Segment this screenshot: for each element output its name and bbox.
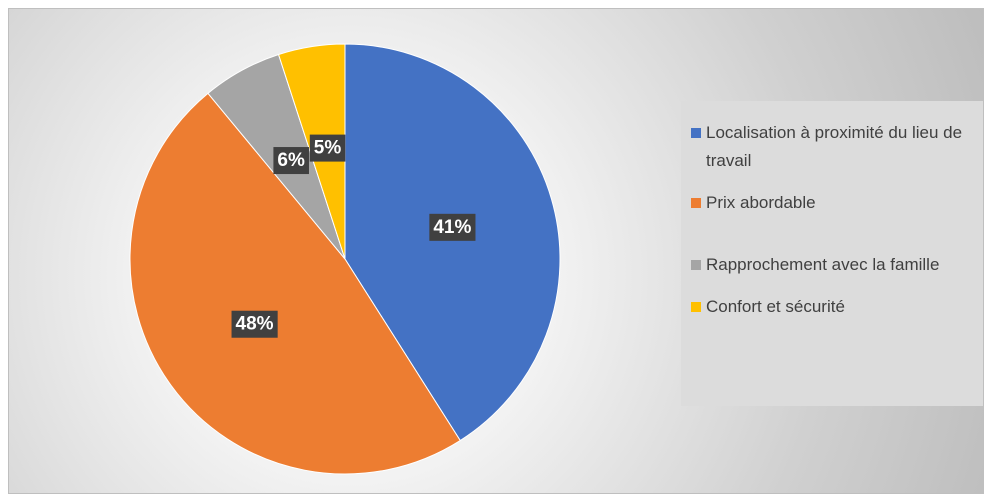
data-label: 6% [273, 147, 309, 175]
legend-label: Rapprochement avec la famille [706, 255, 940, 274]
data-label: 5% [309, 134, 346, 162]
legend-item: Confort et sécurité [691, 293, 977, 321]
pie-slice [129, 92, 461, 475]
legend-item: Prix abordable [691, 189, 977, 217]
data-label-box [273, 147, 309, 175]
pie-area: 41% 48% 6% 5% [129, 43, 561, 475]
pie-slice [344, 43, 561, 442]
legend-label: Localisation à proximité du lieu de trav… [706, 123, 963, 170]
legend-swatch [691, 198, 701, 208]
legend-label: Prix abordable [706, 193, 816, 212]
data-label: 48% [231, 310, 278, 338]
data-label-box [309, 134, 346, 162]
legend-swatch [691, 128, 701, 138]
data-label-text: 6% [277, 150, 305, 171]
legend-label: Confort et sécurité [706, 297, 845, 316]
data-label-text: 5% [314, 138, 342, 159]
data-label-text: 41% [433, 217, 471, 238]
legend-swatch [691, 302, 701, 312]
data-label-box [429, 213, 476, 241]
data-label-text: 48% [236, 314, 274, 335]
legend-item: Localisation à proximité du lieu de trav… [691, 119, 977, 175]
chart: 41% 48% 6% 5% Localisation à proximité du l… [8, 8, 984, 494]
data-label-box [231, 310, 278, 338]
legend: Localisation à proximité du lieu de trav… [681, 101, 983, 406]
legend-swatch [691, 260, 701, 270]
legend-item: Rapprochement avec la famille [691, 251, 977, 279]
data-label: 41% [429, 213, 476, 241]
